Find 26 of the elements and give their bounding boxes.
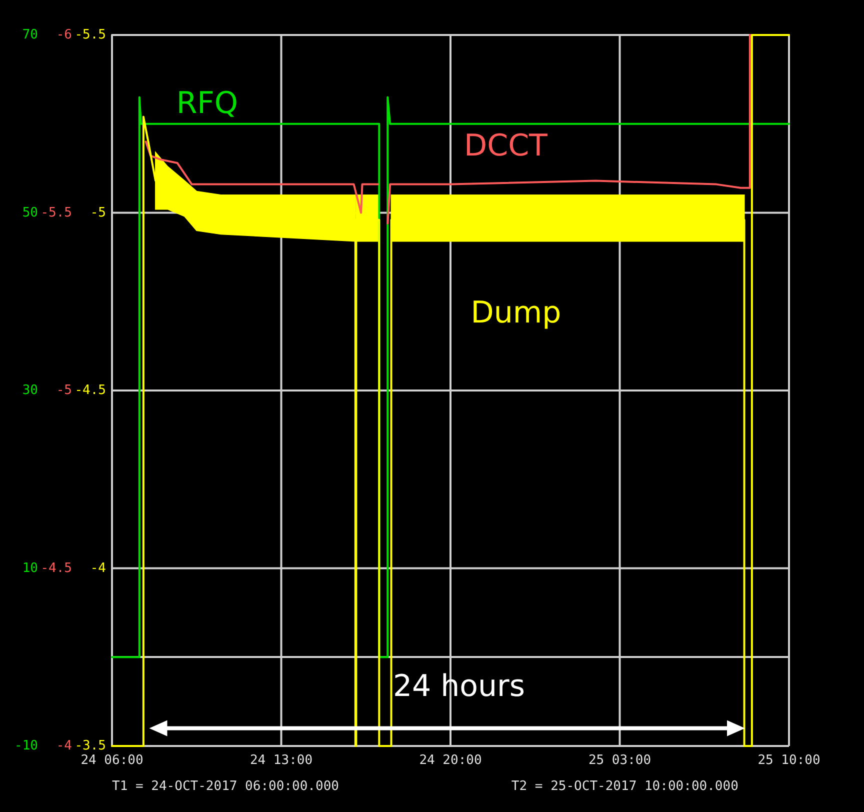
line-series xyxy=(111,34,790,747)
series-label: DCCT xyxy=(464,128,548,164)
y2-tick-label: -6 xyxy=(56,28,72,42)
x-tick-label: 24 06:00 xyxy=(80,753,144,768)
y-tick-label: 30 xyxy=(22,383,38,398)
x-tick-label: 24 13:00 xyxy=(250,753,313,768)
y3-tick-label: -4.5 xyxy=(74,383,106,398)
y-tick-label: 50 xyxy=(22,205,38,220)
y2-tick-label: -5.5 xyxy=(40,205,72,220)
y2-tick-label: -4.5 xyxy=(40,560,72,576)
y-tick-label: 70 xyxy=(22,28,38,42)
series-label: RFQ xyxy=(176,86,238,121)
y-tick-label: -10 xyxy=(14,738,38,754)
x-tick-label: 24 20:00 xyxy=(419,753,482,768)
y2-tick-label: -4 xyxy=(56,738,72,754)
y2-tick-label: -5 xyxy=(56,383,72,398)
x-tick-label: 25 10:00 xyxy=(758,753,820,768)
y-tick-label: 10 xyxy=(22,560,38,576)
y3-tick-label: -5.5 xyxy=(74,28,106,42)
text: T1 = 24-OCT-2017 06:00:00.000 xyxy=(112,779,339,794)
y3-tick-label: -5 xyxy=(90,205,106,220)
x-tick-label: 25 03:00 xyxy=(588,753,652,768)
y3-tick-label: -3.5 xyxy=(74,738,106,754)
text: T2 = 25-OCT-2017 10:00:00.000 xyxy=(511,779,738,794)
y3-tick-label: -4 xyxy=(90,560,106,576)
text: Dump xyxy=(470,296,562,331)
